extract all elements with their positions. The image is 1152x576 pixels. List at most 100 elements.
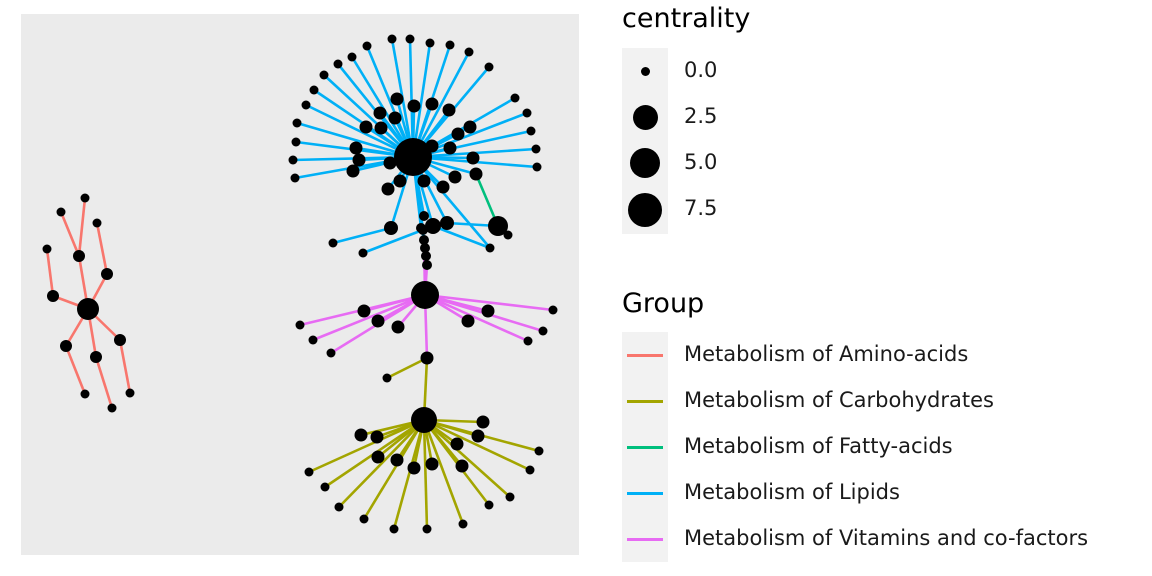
node-45 <box>352 153 366 167</box>
centrality-label-1: 2.5 <box>684 104 718 128</box>
edge-104 <box>423 419 511 498</box>
node-76 <box>371 314 385 328</box>
group-legend-keys <box>622 332 668 562</box>
node-105 <box>389 524 399 534</box>
edge-71 <box>432 224 491 250</box>
edge-17 <box>411 51 471 158</box>
node-79 <box>481 304 495 318</box>
node-11 <box>107 403 117 413</box>
edge-109 <box>362 419 426 520</box>
node-34 <box>531 144 541 154</box>
node-1 <box>73 250 85 262</box>
node-82 <box>326 348 336 358</box>
node-84 <box>538 326 548 336</box>
node-55 <box>381 182 395 196</box>
node-44 <box>349 141 363 155</box>
group-label-carbohydrates: Metabolism of Carbohydrates <box>684 388 994 412</box>
centrality-legend-keys <box>622 48 668 234</box>
node-29 <box>288 155 298 165</box>
node-68 <box>384 221 398 235</box>
node-100 <box>525 465 535 475</box>
node-87 <box>382 373 392 383</box>
node-61 <box>419 235 429 245</box>
edge-24 <box>305 103 414 159</box>
edge-82 <box>312 293 426 342</box>
node-37 <box>407 99 421 113</box>
edge-105 <box>422 419 491 506</box>
node-20 <box>484 62 494 72</box>
edge-10 <box>94 356 114 409</box>
edge-107 <box>422 419 429 530</box>
node-33 <box>526 126 536 136</box>
edge-88 <box>424 293 529 343</box>
node-42 <box>373 106 387 120</box>
centrality-legend-title: centrality <box>622 3 751 34</box>
node-12 <box>125 388 135 398</box>
node-32 <box>522 108 532 118</box>
node-35 <box>532 162 542 172</box>
node-41 <box>463 120 477 134</box>
node-69 <box>485 243 495 253</box>
node-75 <box>357 304 371 318</box>
edge-112 <box>308 418 425 474</box>
node-39 <box>442 103 456 117</box>
node-95 <box>450 437 464 451</box>
node-63 <box>421 251 431 261</box>
edge-25 <box>296 121 414 159</box>
node-89 <box>354 428 368 442</box>
node-36 <box>390 92 404 106</box>
group-key-amino-acids <box>627 354 663 357</box>
node-4 <box>60 340 72 352</box>
node-73 <box>503 230 513 240</box>
node-51 <box>448 170 462 184</box>
node-38 <box>425 97 439 111</box>
edge-66 <box>412 156 491 249</box>
node-108 <box>320 482 330 492</box>
node-71 <box>358 248 368 258</box>
edge-91 <box>386 356 428 380</box>
node-70 <box>328 238 338 248</box>
node-13 <box>80 389 90 399</box>
edge-108 <box>392 419 426 530</box>
node-16 <box>405 34 415 44</box>
node-19 <box>464 47 474 57</box>
node-0 <box>77 298 99 320</box>
centrality-key-0 <box>641 67 650 76</box>
node-77 <box>391 320 405 334</box>
group-key-vitamins <box>627 538 663 541</box>
edge-15 <box>411 42 432 158</box>
node-86 <box>420 351 434 365</box>
node-66 <box>425 218 441 234</box>
edge-9 <box>45 248 55 297</box>
node-22 <box>347 52 357 62</box>
edge-103 <box>423 418 531 472</box>
node-2 <box>101 268 113 280</box>
centrality-label-2: 5.0 <box>684 150 718 174</box>
edge-12 <box>64 345 87 395</box>
edge-8 <box>95 222 109 275</box>
node-64 <box>422 260 432 270</box>
node-30 <box>290 173 300 183</box>
node-53 <box>417 174 431 188</box>
node-26 <box>301 100 311 110</box>
node-103 <box>458 519 468 529</box>
node-25 <box>309 85 319 95</box>
node-107 <box>334 502 344 512</box>
node-94 <box>371 450 385 464</box>
edge-86 <box>424 293 554 312</box>
node-50 <box>469 167 483 181</box>
group-key-lipids <box>627 492 663 495</box>
node-5 <box>90 351 102 363</box>
node-91 <box>390 453 404 467</box>
node-99 <box>534 446 544 456</box>
group-key-fatty-acids <box>627 446 663 449</box>
node-67 <box>440 216 454 230</box>
node-15 <box>387 34 397 44</box>
node-83 <box>548 305 558 315</box>
node-48 <box>388 111 402 125</box>
plot-panel <box>21 14 579 555</box>
node-62 <box>420 243 430 253</box>
group-label-amino-acids: Metabolism of Amino-acids <box>684 342 969 366</box>
group-label-fatty-acids: Metabolism of Fatty-acids <box>684 434 953 458</box>
node-98 <box>476 415 490 429</box>
